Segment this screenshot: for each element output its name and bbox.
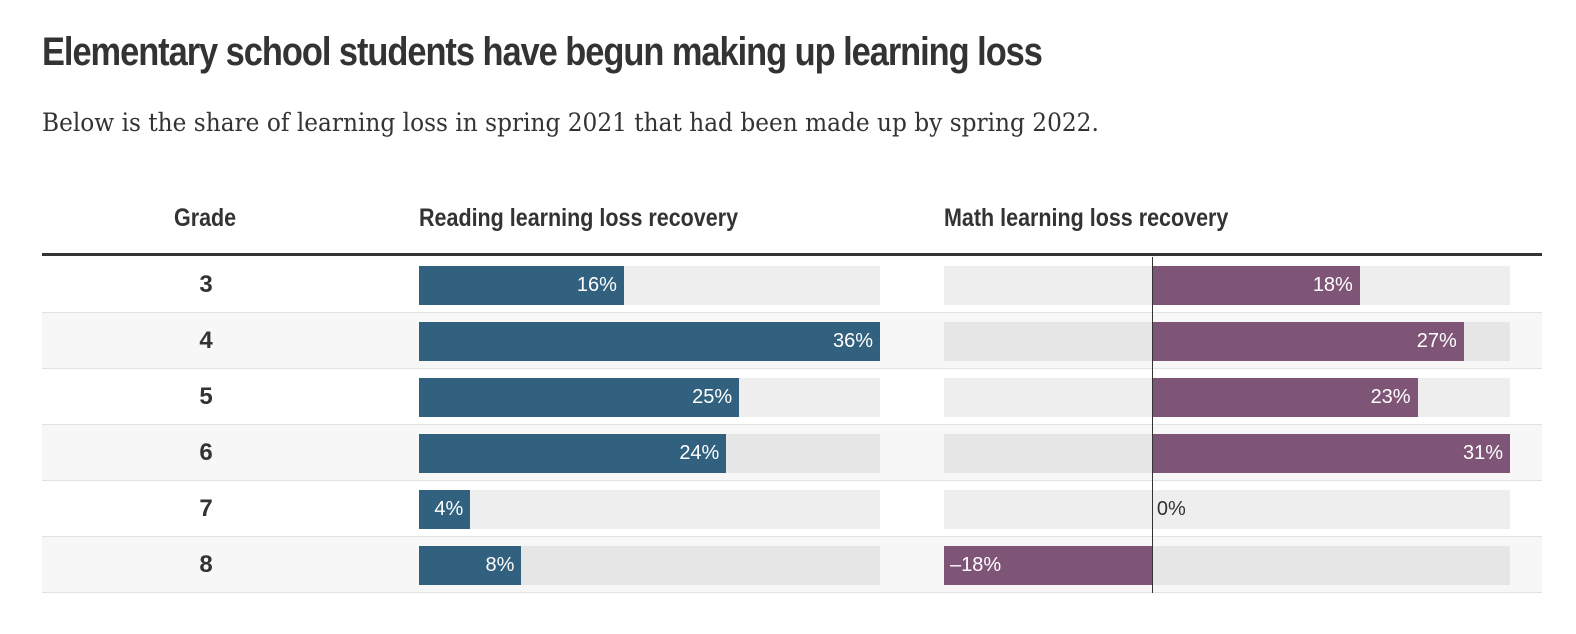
math-value-label: 0%: [1156, 498, 1186, 520]
grade-label: 7: [199, 495, 213, 522]
reading-track: 24%: [419, 434, 880, 473]
reading-bar: [419, 434, 727, 473]
math-track: 27%: [944, 322, 1510, 361]
math-bar: [1151, 266, 1360, 305]
reading-bar: [419, 546, 522, 585]
math-track: 18%: [944, 266, 1510, 305]
row-divider: [42, 368, 1542, 369]
grade-label: 5: [199, 383, 213, 410]
row-divider: [42, 480, 1542, 481]
table-row: 6 24% 31%: [42, 425, 1542, 481]
table-row: 7 4% 0%: [42, 481, 1542, 537]
column-header-math: Math learning loss recovery: [944, 204, 1229, 232]
reading-track: 36%: [419, 322, 880, 361]
column-header-reading: Reading learning loss recovery: [419, 204, 739, 232]
reading-track: 25%: [419, 378, 880, 417]
table-row: 8 8% –18%: [42, 537, 1542, 593]
reading-bar: [419, 378, 740, 417]
reading-value-label: 4%: [434, 498, 464, 520]
column-header-grade: Grade: [174, 204, 237, 232]
grade-label: 3: [199, 271, 213, 298]
math-bar: [944, 546, 1152, 585]
math-value-label: –18%: [950, 554, 1002, 576]
table-row: 3 16% 18%: [42, 257, 1542, 313]
math-track: –18%: [944, 546, 1510, 585]
math-track: 0%: [944, 490, 1510, 529]
reading-track: 16%: [419, 266, 880, 305]
reading-value-label: 24%: [679, 442, 720, 464]
math-value-label: 27%: [1416, 330, 1457, 352]
reading-value-label: 36%: [832, 330, 873, 352]
reading-bar: [419, 490, 471, 529]
reading-track: 4%: [419, 490, 880, 529]
reading-value-label: 25%: [692, 386, 733, 408]
row-divider: [42, 312, 1542, 313]
reading-bar: [419, 322, 880, 361]
chart-title: Elementary school students have begun ma…: [42, 30, 1043, 74]
math-track: 31%: [944, 434, 1510, 473]
row-divider: [42, 592, 1542, 593]
row-divider: [42, 424, 1542, 425]
grade-label: 6: [199, 439, 213, 466]
math-value-label: 23%: [1370, 386, 1411, 408]
reading-bar: [419, 266, 624, 305]
chart-subtitle: Below is the share of learning loss in s…: [42, 108, 1099, 137]
row-divider: [42, 536, 1542, 537]
grade-label: 4: [199, 327, 213, 354]
grade-label: 8: [199, 551, 213, 578]
math-value-label: 18%: [1312, 274, 1353, 296]
reading-track: 8%: [419, 546, 880, 585]
table-row: 5 25% 23%: [42, 369, 1542, 425]
math-track: 23%: [944, 378, 1510, 417]
reading-value-label: 16%: [576, 274, 617, 296]
reading-value-label: 8%: [485, 554, 515, 576]
math-bar: [1151, 434, 1510, 473]
math-bar: [1151, 378, 1418, 417]
header-rule: [42, 253, 1542, 256]
math-zero-axis: [1151, 257, 1153, 593]
math-bar: [1151, 322, 1464, 361]
math-value-label: 31%: [1462, 442, 1503, 464]
table-row: 4 36% 27%: [42, 313, 1542, 369]
